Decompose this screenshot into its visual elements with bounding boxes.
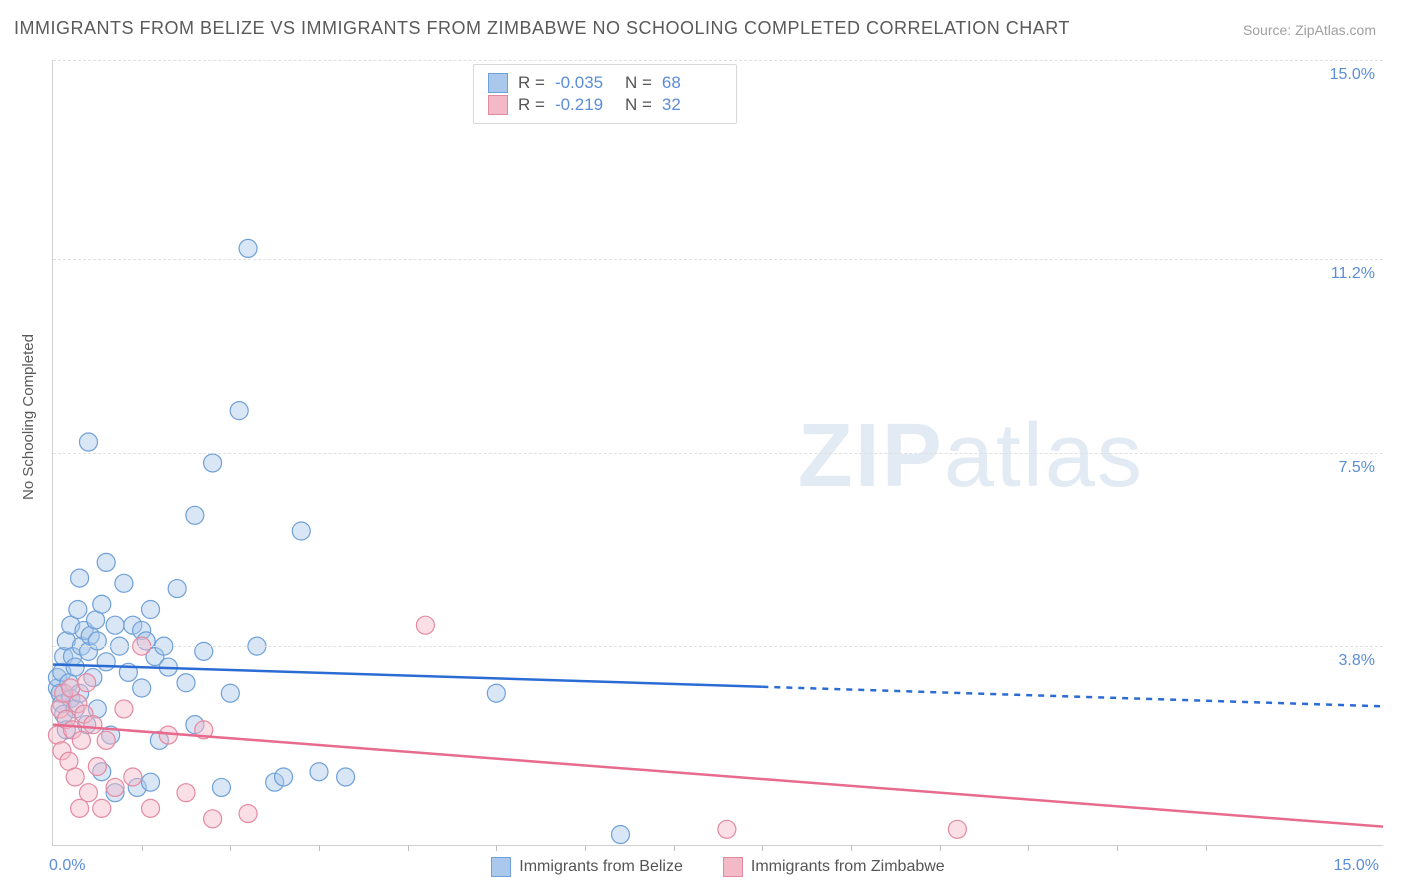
- chart-title: IMMIGRANTS FROM BELIZE VS IMMIGRANTS FRO…: [14, 18, 1070, 39]
- scatter-point: [177, 674, 195, 692]
- swatch-belize-icon: [491, 857, 511, 877]
- scatter-point: [142, 799, 160, 817]
- source-prefix: Source:: [1243, 22, 1295, 38]
- scatter-point: [97, 553, 115, 571]
- scatter-point: [79, 433, 97, 451]
- scatter-point: [133, 679, 151, 697]
- x-tick: [319, 845, 320, 851]
- scatter-point: [718, 820, 736, 838]
- scatter-point: [79, 784, 97, 802]
- series-label-zimbabwe: Immigrants from Zimbabwe: [751, 858, 945, 876]
- scatter-point: [71, 569, 89, 587]
- scatter-point: [310, 763, 328, 781]
- x-tick: [1028, 845, 1029, 851]
- scatter-point: [177, 784, 195, 802]
- scatter-point: [106, 778, 124, 796]
- source-link[interactable]: ZipAtlas.com: [1295, 22, 1376, 38]
- x-tick: [674, 845, 675, 851]
- scatter-point: [97, 653, 115, 671]
- scatter-point: [93, 595, 111, 613]
- scatter-point: [124, 768, 142, 786]
- legend-item-belize: Immigrants from Belize: [491, 857, 683, 877]
- scatter-point: [142, 601, 160, 619]
- scatter-point: [72, 731, 90, 749]
- series-label-belize: Immigrants from Belize: [519, 858, 683, 876]
- x-tick: [408, 845, 409, 851]
- y-tick-label: 11.2%: [1331, 265, 1375, 283]
- scatter-point: [88, 758, 106, 776]
- series-legend: Immigrants from Belize Immigrants from Z…: [53, 857, 1383, 877]
- x-tick: [1206, 845, 1207, 851]
- scatter-point: [93, 799, 111, 817]
- swatch-zimbabwe-icon: [723, 857, 743, 877]
- scatter-point: [115, 574, 133, 592]
- scatter-point: [221, 684, 239, 702]
- x-tick: [230, 845, 231, 851]
- scatter-point: [88, 632, 106, 650]
- source-attribution: Source: ZipAtlas.com: [1243, 22, 1376, 38]
- scatter-point: [106, 616, 124, 634]
- scatter-point: [275, 768, 293, 786]
- scatter-point: [416, 616, 434, 634]
- scatter-point: [212, 778, 230, 796]
- x-tick: [762, 845, 763, 851]
- scatter-point: [611, 826, 629, 844]
- scatter-point: [292, 522, 310, 540]
- x-tick: [1117, 845, 1118, 851]
- scatter-point: [84, 716, 102, 734]
- x-tick: [585, 845, 586, 851]
- scatter-point: [204, 810, 222, 828]
- chart-plot-area: ZIPatlas R =-0.035 N =68 R =-0.219 N =32…: [52, 60, 1383, 846]
- scatter-point: [204, 454, 222, 472]
- scatter-point: [239, 239, 257, 257]
- scatter-point: [168, 580, 186, 598]
- x-tick: [940, 845, 941, 851]
- scatter-point: [115, 700, 133, 718]
- scatter-point: [97, 731, 115, 749]
- legend-item-zimbabwe: Immigrants from Zimbabwe: [723, 857, 945, 877]
- scatter-point: [948, 820, 966, 838]
- scatter-point: [78, 674, 96, 692]
- scatter-point: [487, 684, 505, 702]
- y-axis-label: No Schooling Completed: [20, 334, 37, 500]
- scatter-point: [239, 805, 257, 823]
- y-tick-label: 15.0%: [1330, 66, 1375, 84]
- x-tick: [851, 845, 852, 851]
- scatter-point: [142, 773, 160, 791]
- scatter-point: [71, 799, 89, 817]
- scatter-point: [66, 658, 84, 676]
- scatter-point: [186, 506, 204, 524]
- y-tick-label: 7.5%: [1339, 459, 1375, 477]
- scatter-point: [195, 642, 213, 660]
- x-tick: [496, 845, 497, 851]
- scatter-point: [69, 601, 87, 619]
- scatter-point: [337, 768, 355, 786]
- trend-line-solid: [53, 664, 762, 686]
- x-tick: [142, 845, 143, 851]
- trend-line-dashed: [762, 687, 1383, 707]
- y-tick-label: 3.8%: [1339, 652, 1375, 670]
- scatter-point: [230, 402, 248, 420]
- scatter-point: [66, 768, 84, 786]
